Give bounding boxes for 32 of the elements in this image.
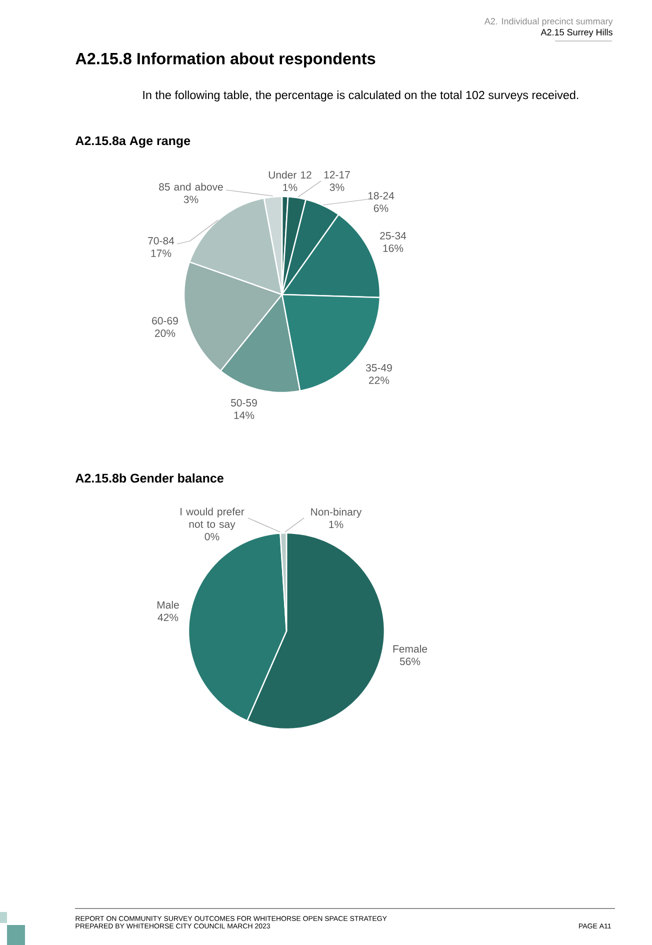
slice-label: 18-24 — [368, 192, 394, 200]
data-label: 17% — [151, 250, 172, 257]
text: A2.15.8 Information about respondents — [76, 52, 376, 68]
data-label: 14% — [234, 412, 254, 419]
slice-label: Non-binary — [311, 508, 362, 518]
text: In the following table, the percentage is calculated on the total 102 surveys received. — [143, 90, 578, 102]
slice-label: 70-84 — [148, 237, 174, 244]
data-label: 6% — [374, 204, 388, 212]
chart-title: A2.15.8b Gender balance — [76, 473, 224, 483]
data-label: 42% — [158, 614, 178, 622]
data-label: 1% — [283, 184, 298, 192]
text: 0% — [204, 532, 220, 540]
slice-label: 85 and above — [159, 182, 223, 191]
slice-label: Under 12 — [268, 170, 312, 179]
slice-label: 60-69 — [152, 317, 178, 324]
data-label: 3% — [330, 184, 344, 191]
data-label: 1% — [329, 520, 344, 528]
data-label: 22% — [369, 376, 390, 384]
slice-label: 25-34 — [380, 232, 406, 240]
text: A2.15 Surrey Hills — [540, 28, 612, 38]
slice-label: 50-59 — [230, 399, 257, 407]
data-label: 16% — [383, 244, 404, 252]
data-label: 3% — [184, 196, 198, 204]
slice-label: 12-17 — [324, 171, 350, 178]
data-label: 56% — [400, 658, 420, 666]
slice-label: Female — [393, 644, 428, 653]
text: A2. Individual precinct summary — [484, 18, 613, 26]
slice-label: Male — [157, 600, 179, 609]
chart-title: A2.15.8a Age range — [76, 136, 190, 148]
slice-label: 35-49 — [366, 364, 392, 372]
legend-label: I would prefer not to say — [180, 508, 244, 530]
data-label: 20% — [155, 330, 176, 337]
